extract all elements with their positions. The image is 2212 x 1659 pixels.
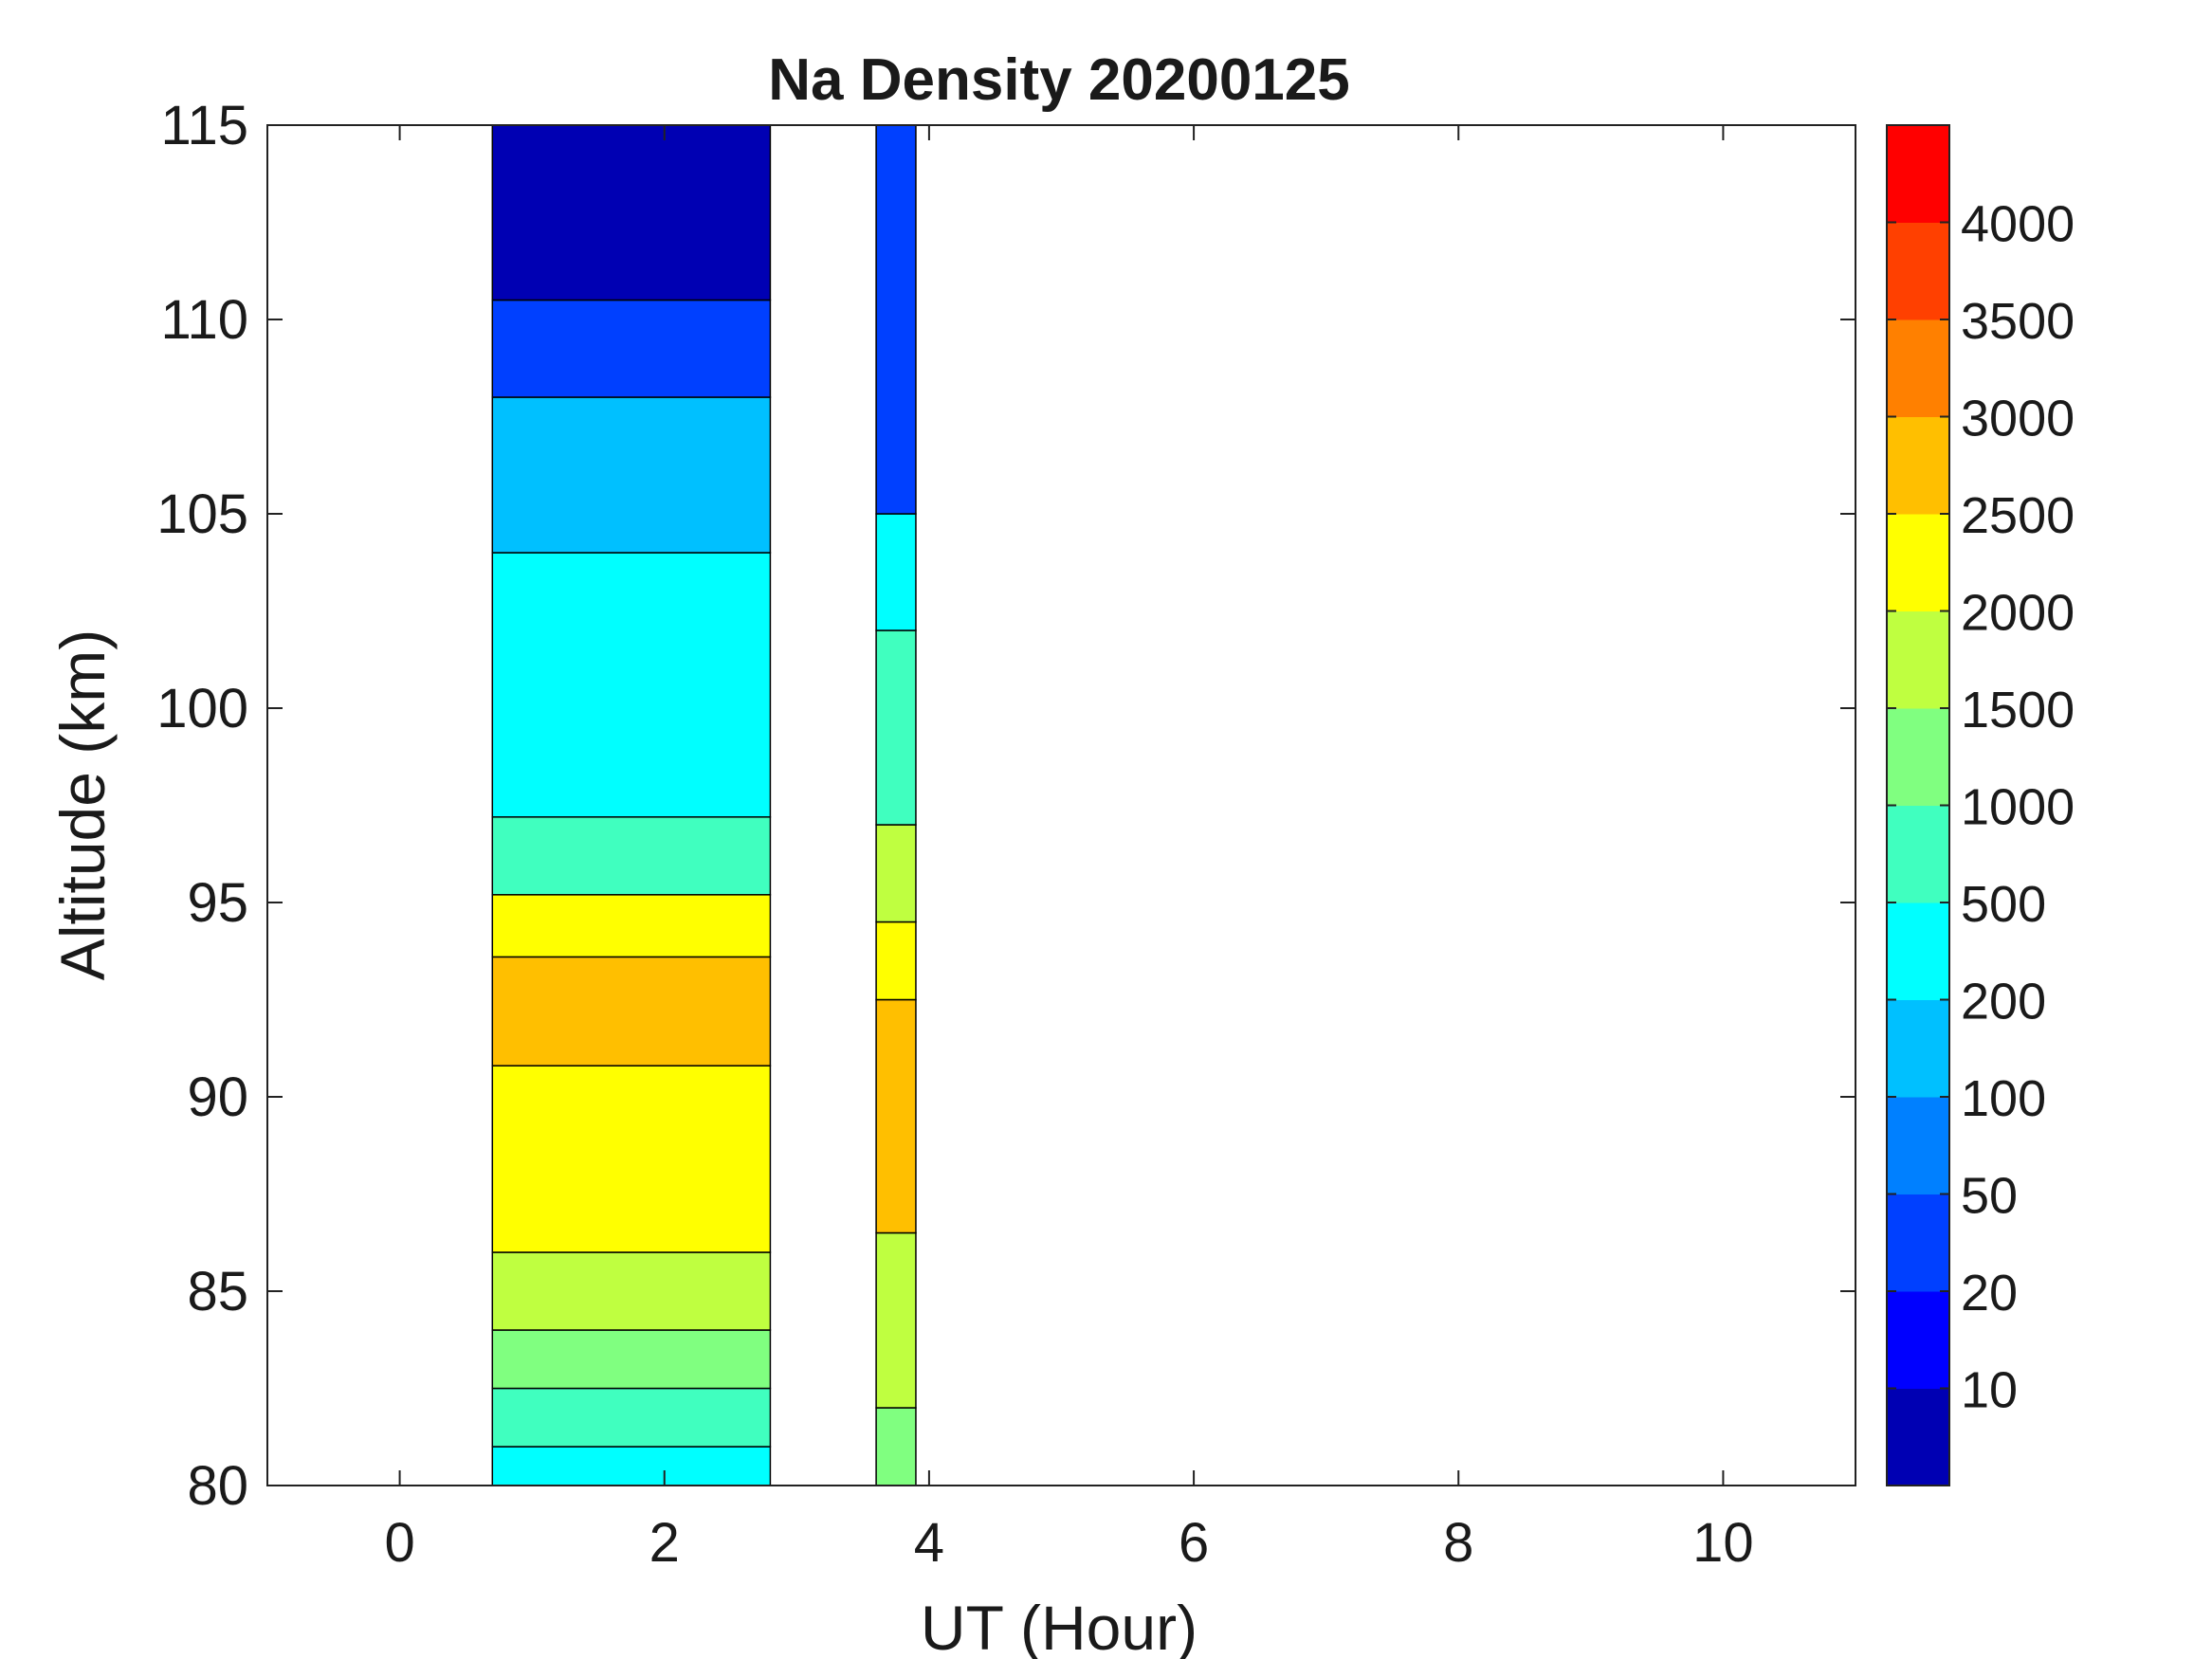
colorbar-label: 2000 [1961,585,2075,642]
colorbar-label: 500 [1961,876,2046,933]
y-tick-label: 80 [187,1455,248,1517]
contour-band-0-2 [491,1329,772,1390]
x-tick-label: 8 [1443,1512,1473,1574]
contour-band-0-6 [491,894,772,958]
contour-band-0-7 [491,816,772,896]
y-axis: 80 85 90 95 100 105 110 115 [156,95,1856,1517]
contour-band-0-3 [491,1251,772,1331]
contour-band-0-1 [491,1387,772,1448]
colorbar-segment [1887,1291,1949,1389]
y-tick-label: 110 [161,289,248,351]
colorbar-label: 3500 [1961,293,2075,350]
x-tick-label: 4 [914,1512,944,1574]
plot-frame [266,124,1856,1486]
contour-band-1-1 [875,1231,917,1409]
y-tick-label: 90 [187,1066,248,1128]
contour-band-0-10 [491,299,772,398]
colorbar-segment [1887,708,1949,806]
colorbar-segment [1887,1388,1949,1486]
chart-title: Na Density 20200125 [768,47,1350,113]
colorbar-segment [1887,125,1949,223]
colorbar-label: 4000 [1961,196,2075,253]
y-tick-label: 115 [161,95,248,156]
colorbar-segment [1887,222,1949,320]
colorbar-segment [1887,319,1949,417]
y-tick-label: 100 [156,678,248,739]
y-tick-label: 85 [187,1261,248,1322]
colorbar-label: 1000 [1961,779,2075,836]
contour-band-1-0 [875,1407,917,1486]
contour-band-1-3 [875,921,917,1001]
contour-band-0-4 [491,1065,772,1253]
colorbar-label: 200 [1961,974,2046,1030]
colorbar-segment [1887,902,1949,1000]
colorbar-label: 100 [1961,1070,2046,1127]
contour-band-1-6 [875,513,917,631]
y-axis-label: Altitude (km) [47,629,118,980]
colorbar-segment [1887,514,1949,611]
plot-area [491,124,917,1486]
colorbar-segment [1887,999,1949,1098]
colorbar-label: 2500 [1961,487,2075,544]
x-tick-label: 2 [649,1512,680,1574]
x-tick-label: 0 [384,1512,414,1574]
colorbar: 10 20 50 100 200 500 1000 1500 2000 2500 3000 3500 4… [1886,124,2075,1486]
contour-band-1-4 [875,824,917,923]
x-tick-label: 6 [1179,1512,1209,1574]
colorbar-segment [1887,1097,1949,1194]
colorbar-label: 3000 [1961,391,2075,447]
colorbar-label: 20 [1961,1265,2018,1322]
colorbar-segment [1887,416,1949,515]
y-tick-label: 105 [156,483,248,545]
contour-band-0-11 [491,124,772,301]
colorbar-segment [1887,611,1949,709]
x-axis-label: UT (Hour) [921,1593,1197,1659]
contour-band-1-2 [875,998,917,1234]
contour-band-0-8 [491,552,772,818]
colorbar-label: 50 [1961,1168,2018,1225]
colorbar-label: 10 [1961,1362,2018,1419]
x-tick-label: 10 [1692,1512,1754,1574]
colorbar-segment [1887,1194,1949,1292]
contour-band-1-5 [875,629,917,826]
colorbar-segment [1887,805,1949,903]
contour-band-0-9 [491,396,772,554]
contour-band-0-5 [491,956,772,1066]
contour-band-1-7 [875,124,917,515]
x-axis: 0 2 4 6 8 10 [384,125,1754,1574]
y-tick-label: 95 [187,872,248,934]
colorbar-label: 1500 [1961,682,2075,738]
contour-band-0-0 [491,1446,772,1486]
